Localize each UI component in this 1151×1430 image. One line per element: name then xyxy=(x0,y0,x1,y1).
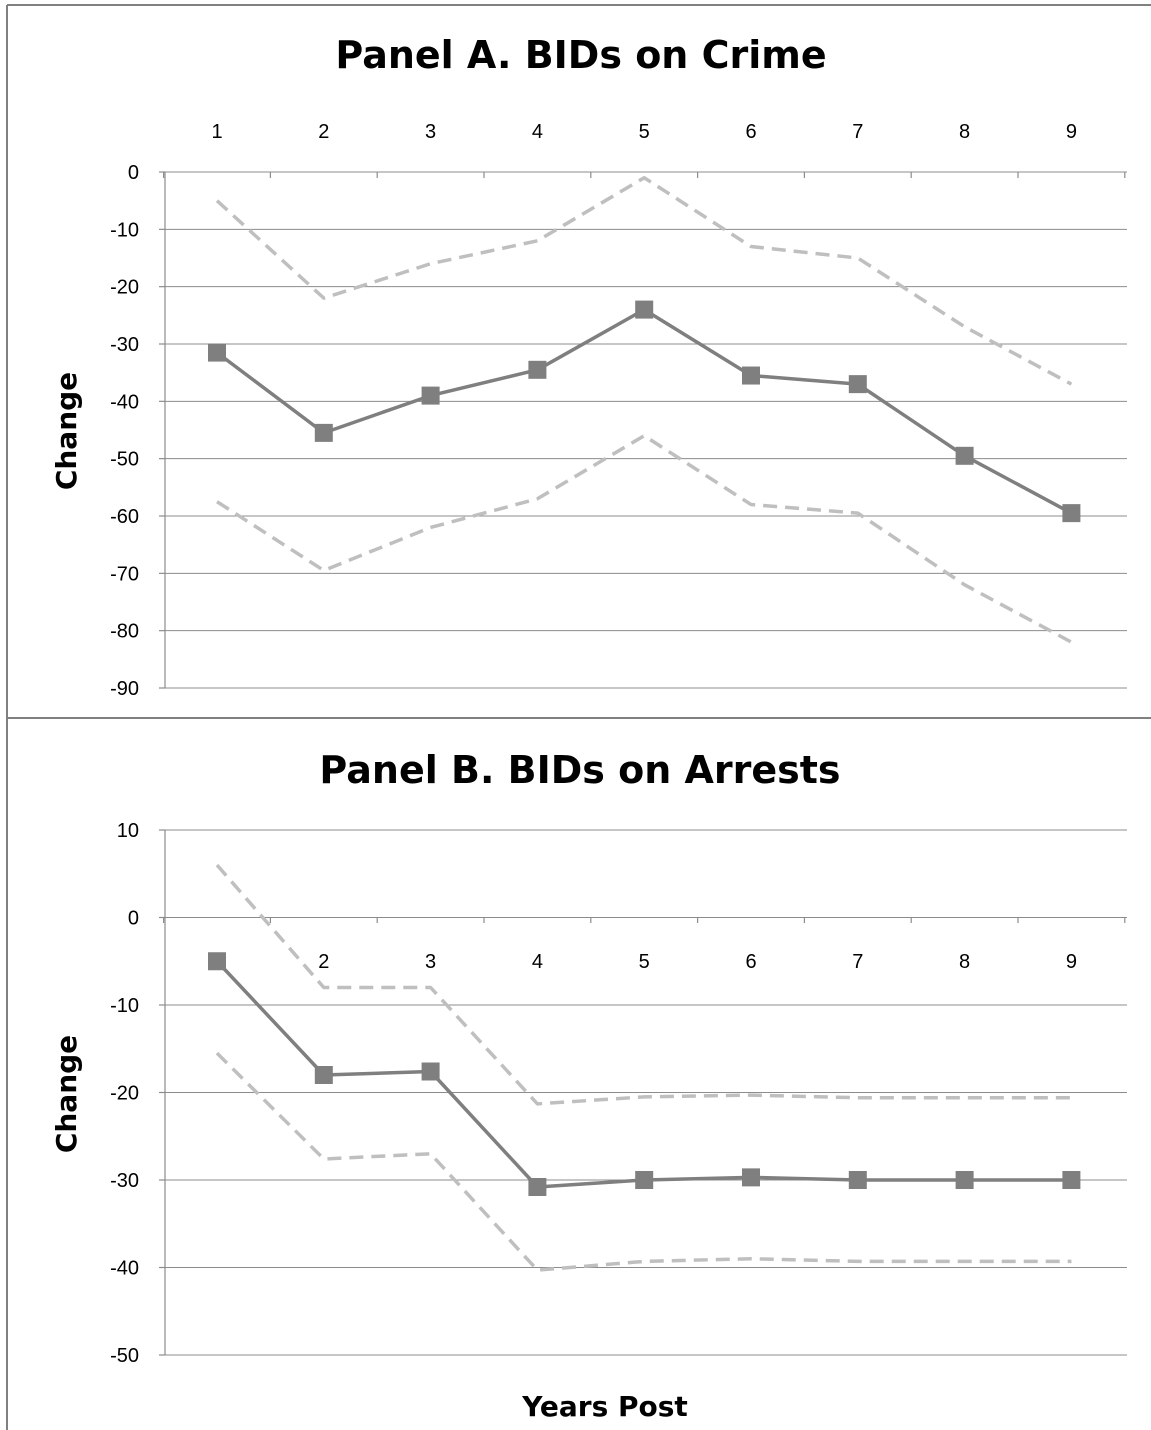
data-point-marker xyxy=(1062,504,1081,523)
upper-bound-line xyxy=(215,175,1073,386)
x-tick-label: 9 xyxy=(1066,121,1077,143)
panel-a-gridlines xyxy=(159,171,1127,689)
data-point-marker xyxy=(635,1171,654,1189)
y-tick-label: -70 xyxy=(110,563,139,585)
y-tick-label: -60 xyxy=(110,506,139,528)
data-point-marker xyxy=(955,1171,974,1189)
data-point-marker xyxy=(955,446,974,465)
y-tick-label: 0 xyxy=(128,162,139,184)
y-tick-label: -40 xyxy=(110,391,139,413)
y-tick-label: -10 xyxy=(110,219,139,241)
y-tick-label: -10 xyxy=(110,995,139,1017)
panel-b-gridlines xyxy=(159,829,1127,1356)
data-point-marker xyxy=(635,300,654,319)
panel-b-x-axis-label: Years Post xyxy=(521,1390,688,1423)
y-tick-label: -50 xyxy=(110,449,139,471)
y-tick-label: -30 xyxy=(110,1170,139,1192)
panel-b-chart: Panel B. BIDs on Arrests Change Years Po… xyxy=(50,748,1127,1423)
x-tick-label: 3 xyxy=(425,121,436,143)
data-point-marker xyxy=(208,952,226,971)
data-point-marker xyxy=(742,366,760,385)
data-point-marker xyxy=(421,1062,440,1081)
panel-a-x-tick-labels: 1 2 3 4 5 6 7 8 9 xyxy=(211,121,1077,143)
y-tick-label: -30 xyxy=(110,334,139,356)
data-point-marker xyxy=(314,1066,333,1084)
x-tick-label: 1 xyxy=(211,121,222,143)
data-point-marker xyxy=(848,1171,867,1189)
panel-a-y-tick-labels: 0 -10 -20 -30 -40 -50 -60 -70 -80 -90 xyxy=(110,162,139,700)
upper-bound-line xyxy=(215,863,1072,1106)
panel-a-chart: Panel A. BIDs on Crime Change 0 -10 -20 -30… xyxy=(50,33,1127,700)
estimate-line xyxy=(215,960,1072,1189)
y-tick-label: 0 xyxy=(128,908,139,930)
x-tick-label: 9 xyxy=(1066,951,1077,973)
lower-bound-line xyxy=(215,1051,1072,1272)
x-tick-label: 7 xyxy=(852,951,863,973)
data-point-marker xyxy=(528,1178,547,1196)
x-tick-label: 7 xyxy=(852,121,863,143)
lower-bound-line xyxy=(216,433,1073,644)
panel-b-y-tick-labels: 10 0 -10 -20 -30 -40 -50 xyxy=(110,820,139,1367)
x-tick-label: 4 xyxy=(532,951,543,973)
y-tick-label: -50 xyxy=(110,1345,139,1367)
panel-b-series-group xyxy=(208,863,1081,1272)
x-tick-label: 8 xyxy=(959,951,970,973)
y-tick-label: -90 xyxy=(110,678,139,700)
y-tick-label: -80 xyxy=(110,621,139,643)
data-point-marker xyxy=(528,360,547,379)
y-tick-label: 10 xyxy=(117,820,139,842)
x-tick-label: 3 xyxy=(425,951,436,973)
data-point-marker xyxy=(314,423,333,442)
x-tick-label: 6 xyxy=(745,121,756,143)
panel-b-y-axis-label: Change xyxy=(50,1035,83,1153)
x-tick-label: 5 xyxy=(639,951,650,973)
y-tick-label: -20 xyxy=(110,277,139,299)
x-tick-label: 8 xyxy=(959,121,970,143)
x-tick-label: 2 xyxy=(318,121,329,143)
panel-a-title: Panel A. BIDs on Crime xyxy=(335,33,826,77)
panel-a-series-group xyxy=(208,175,1081,644)
x-tick-label: 5 xyxy=(639,121,650,143)
data-point-marker xyxy=(1062,1171,1081,1189)
panel-a-y-axis-label: Change xyxy=(50,372,83,490)
data-point-marker xyxy=(848,375,867,394)
data-point-marker xyxy=(208,343,226,362)
x-tick-label: 2 xyxy=(318,951,329,973)
y-tick-label: -40 xyxy=(110,1258,139,1280)
y-tick-label: -20 xyxy=(110,1083,139,1105)
x-tick-label: 4 xyxy=(532,121,543,143)
data-point-marker xyxy=(742,1168,760,1187)
data-point-marker xyxy=(421,386,440,405)
x-tick-label: 6 xyxy=(745,951,756,973)
panel-b-title: Panel B. BIDs on Arrests xyxy=(319,748,840,792)
estimate-line xyxy=(215,307,1073,515)
